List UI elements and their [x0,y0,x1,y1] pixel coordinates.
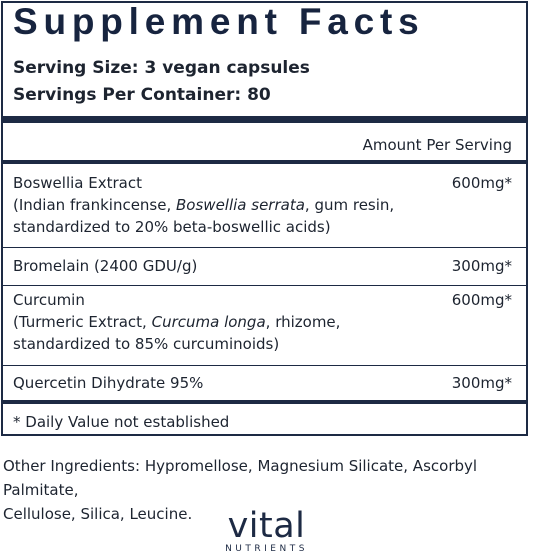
brand-logo: vital NUTRIENTS [0,506,533,554]
ingredient-standardization: standardized to 85% curcuminoids) [13,335,280,353]
label-title: Supplement Facts [13,1,425,42]
servings-per-container: Servings Per Container: 80 [13,85,271,105]
detail-text: (Indian frankincense, [13,196,177,214]
bottom-rule [3,400,526,404]
ingredient-detail: (Turmeric Extract, Curcuma longa, rhizom… [13,311,413,333]
ingredient-title: Boswellia Extract [13,174,142,192]
detail-species: Curcuma longa [151,313,266,331]
other-ingredients-line: Other Ingredients: Hypromellose, Magnesi… [3,457,478,499]
ingredient-standardization: standardized to 20% beta-boswellic acids… [13,218,331,236]
header-rule [3,160,526,164]
ingredient-amount: 600mg* [451,174,512,192]
ingredient-name: Quercetin Dihydrate 95% [13,374,204,392]
brand-tagline: NUTRIENTS [225,544,308,554]
daily-value-footnote: * Daily Value not established [13,413,230,431]
ingredient-name: Boswellia Extract (Indian frankincense, … [13,172,413,238]
ingredient-name: Bromelain (2400 GDU/g) [13,257,198,275]
thick-rule [3,116,526,123]
detail-text: (Turmeric Extract, [13,313,152,331]
detail-text: , rhizome, [265,313,341,331]
other-ingredients-line: Cellulose, Silica, Leucine. [3,505,193,523]
ingredient-amount: 300mg* [451,374,512,392]
row-divider [3,365,526,366]
detail-text: , gum resin, [304,196,395,214]
row-divider [3,285,526,286]
other-ingredients: Other Ingredients: Hypromellose, Magnesi… [3,454,528,526]
supplement-facts-panel: Supplement Facts Serving Size: 3 vegan c… [1,1,528,436]
brand-name: vital [227,506,306,546]
serving-size: Serving Size: 3 vegan capsules [13,58,310,78]
ingredient-amount: 300mg* [451,257,512,275]
ingredient-detail: (Indian frankincense, Boswellia serrata,… [13,194,413,216]
row-divider [3,247,526,248]
amount-per-serving-header: Amount Per Serving [362,136,512,154]
ingredient-title: Curcumin [13,291,85,309]
ingredient-name: Curcumin (Turmeric Extract, Curcuma long… [13,289,413,355]
ingredient-amount: 600mg* [451,291,512,309]
detail-species: Boswellia serrata [176,196,305,214]
